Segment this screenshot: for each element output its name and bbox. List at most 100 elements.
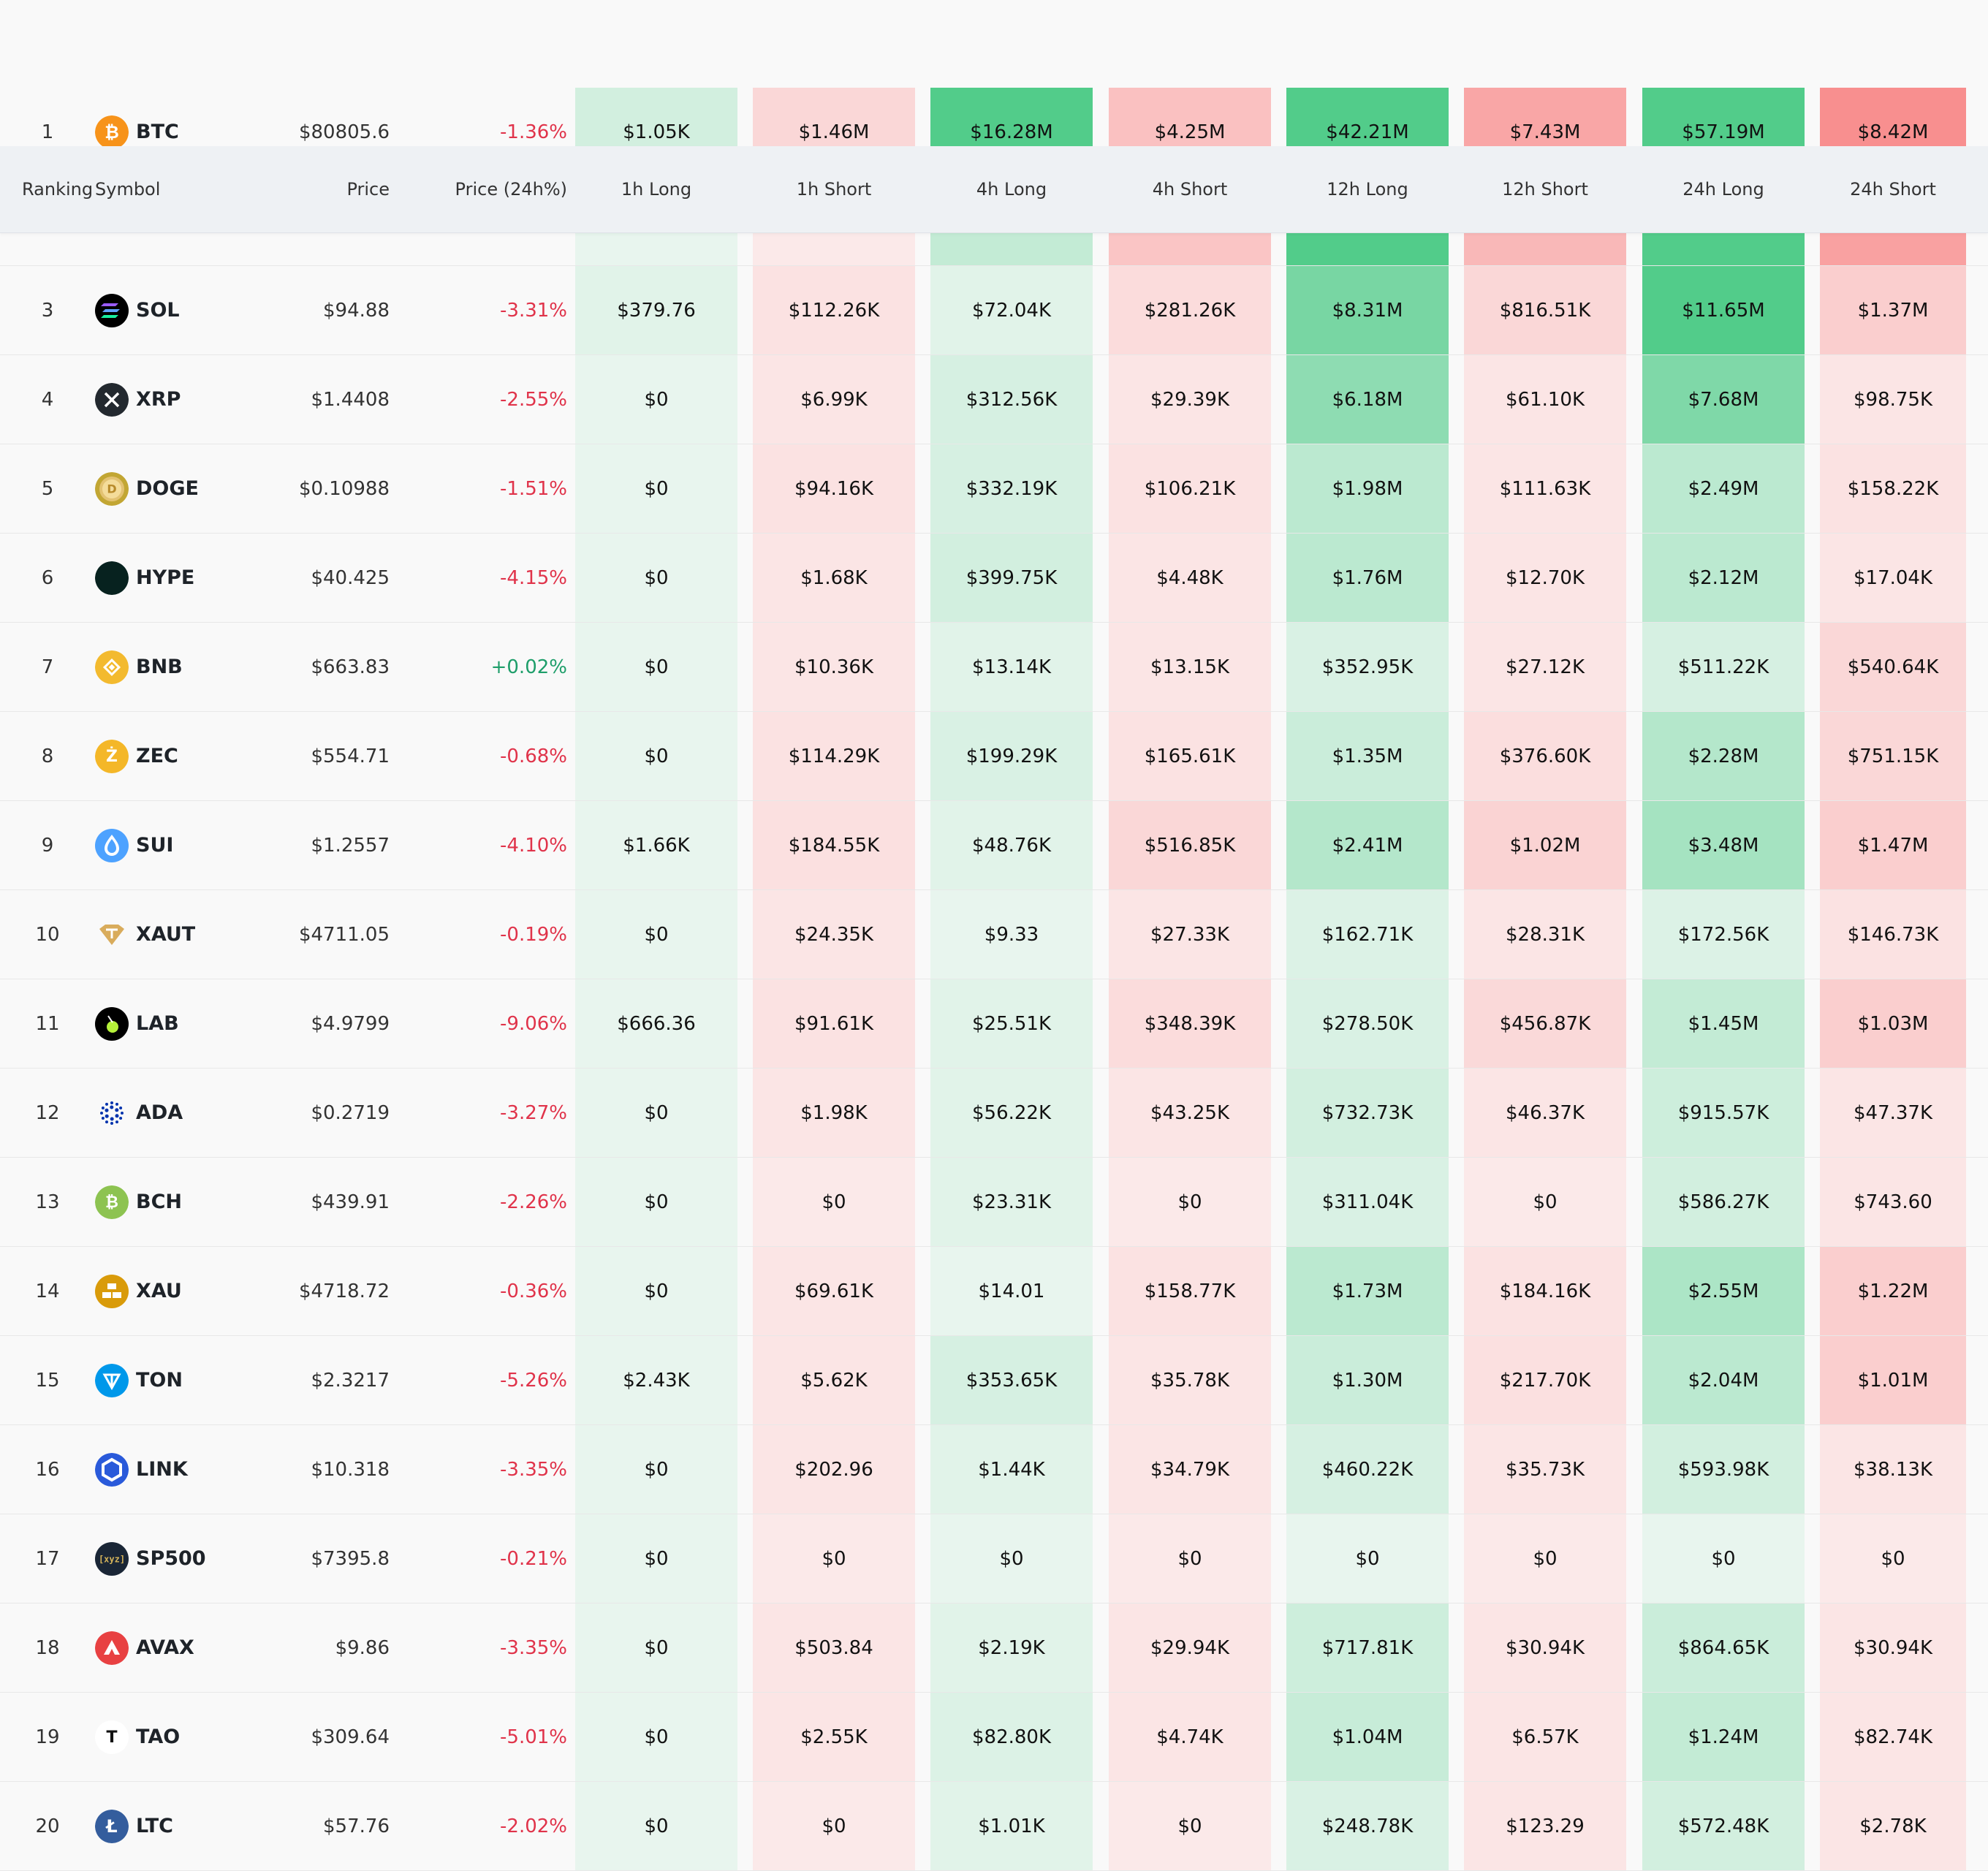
cell-1h-short: $503.84 — [753, 1604, 915, 1692]
header-symbol[interactable]: Symbol — [95, 179, 161, 200]
cell-12h-long: $1.73M — [1286, 1247, 1449, 1335]
table-row[interactable]: $0 $6.99K $312.56K $29.39K $6.18M $61.10K $7.6… — [0, 355, 1988, 444]
svg-text:T: T — [106, 1728, 117, 1747]
table-row[interactable]: $0 $114.29K $199.29K $165.61K $1.35M $376.60K… — [0, 712, 1988, 801]
price: $1.2557 — [311, 834, 390, 857]
svg-text:₿: ₿ — [105, 122, 119, 143]
litecoin-icon: Ł — [95, 1809, 129, 1843]
price-change: -2.26% — [500, 1191, 567, 1213]
header-24h-short[interactable]: 24h Short — [1850, 179, 1936, 200]
svg-text:Ż: Ż — [106, 747, 118, 766]
cell-4h-short: $165.61K — [1109, 712, 1271, 800]
cell-24h-long: $593.98K — [1642, 1425, 1805, 1514]
table-row[interactable]: $0 $0 $1.01K $0 $248.78K $123.29 $572.48K $2.78… — [0, 1782, 1988, 1871]
cell-1h-short: $184.55K — [753, 801, 915, 889]
table-row[interactable]: $0 $24.35K $9.33 $27.33K $162.71K $28.31K $172… — [0, 890, 1988, 979]
symbol-cell[interactable]: ₿ BTC — [95, 88, 263, 176]
price: $1.4408 — [311, 388, 390, 411]
table-row[interactable]: $0 $1.68K $399.75K $4.48K $1.76M $12.70K $2.12… — [0, 534, 1988, 623]
symbol-cell[interactable]: SOL — [95, 266, 263, 354]
rank: 11 — [35, 1012, 60, 1035]
cell-12h-short: $0 — [1464, 1514, 1626, 1603]
header-1h-short[interactable]: 1h Short — [796, 179, 872, 200]
cell-1h-short: $1.68K — [753, 534, 915, 622]
table-row[interactable]: $666.36 $91.61K $25.51K $348.39K $278.50K $45… — [0, 979, 1988, 1069]
symbol-cell[interactable]: Ł LTC — [95, 1782, 263, 1870]
header-price-change[interactable]: Price (24h%) — [455, 179, 567, 200]
symbol-label: AVAX — [136, 1636, 194, 1659]
table-row[interactable]: $0 $94.16K $332.19K $106.21K $1.98M $111.63K $… — [0, 444, 1988, 534]
table-row[interactable]: $0 $2.55K $82.80K $4.74K $1.04M $6.57K $1.24M $… — [0, 1693, 1988, 1782]
table-row[interactable]: $0 $202.96 $1.44K $34.79K $460.22K $35.73K $59… — [0, 1425, 1988, 1514]
header-12h-long[interactable]: 12h Long — [1327, 179, 1408, 200]
symbol-cell[interactable]: SUI — [95, 801, 263, 889]
table-row[interactable]: $0 $10.36K $13.14K $13.15K $352.95K $27.12K $5… — [0, 623, 1988, 712]
header-12h-short[interactable]: 12h Short — [1502, 179, 1588, 200]
cell-1h-short: $114.29K — [753, 712, 915, 800]
table-row[interactable]: $0 $0 $23.31K $0 $311.04K $0 $586.27K $743.60 13… — [0, 1158, 1988, 1247]
symbol-cell[interactable]: ₿ BCH — [95, 1158, 263, 1246]
rank: 3 — [41, 299, 54, 322]
price: $40.425 — [311, 566, 390, 589]
cell-1h-long: $0 — [575, 355, 737, 444]
table-row[interactable]: $1.05K $1.46M $16.28M $4.25M $42.21M $7.43M $5… — [0, 88, 1988, 177]
cell-4h-long: $399.75K — [930, 534, 1093, 622]
cell-1h-long: $0 — [575, 890, 737, 979]
cell-24h-short: $158.22K — [1820, 444, 1966, 533]
cell-1h-short: $2.55K — [753, 1693, 915, 1781]
rank: 12 — [35, 1101, 60, 1124]
symbol-cell[interactable]: Ż ZEC — [95, 712, 263, 800]
price: $309.64 — [311, 1726, 390, 1748]
header-4h-long[interactable]: 4h Long — [976, 179, 1047, 200]
symbol-cell[interactable]: TON — [95, 1336, 263, 1424]
price: $80805.6 — [298, 121, 390, 143]
price-change: -0.19% — [500, 923, 567, 946]
symbol-cell[interactable]: D DOGE — [95, 444, 263, 533]
table-row[interactable]: $1.66K $184.55K $48.76K $516.85K $2.41M $1.02… — [0, 801, 1988, 890]
cell-12h-short: $12.70K — [1464, 534, 1626, 622]
cell-24h-short: $38.13K — [1820, 1425, 1966, 1514]
symbol-cell[interactable]: BNB — [95, 623, 263, 711]
symbol-cell[interactable]: [xyz] SP500 — [95, 1514, 263, 1603]
header-4h-short[interactable]: 4h Short — [1152, 179, 1228, 200]
table-row[interactable]: $0 $503.84 $2.19K $29.94K $717.81K $30.94K $86… — [0, 1604, 1988, 1693]
cell-1h-short: $202.96 — [753, 1425, 915, 1514]
table-row[interactable]: $379.76 $112.26K $72.04K $281.26K $8.31M $816… — [0, 266, 1988, 355]
cell-4h-long: $2.19K — [930, 1604, 1093, 1692]
cell-1h-short: $0 — [753, 1782, 915, 1870]
cell-4h-short: $29.94K — [1109, 1604, 1271, 1692]
cell-12h-long: $732.73K — [1286, 1069, 1449, 1157]
symbol-label: SP500 — [136, 1547, 206, 1570]
header-1h-long[interactable]: 1h Long — [621, 179, 692, 200]
cell-12h-short: $816.51K — [1464, 266, 1626, 354]
symbol-cell[interactable]: LAB — [95, 979, 263, 1068]
symbol-cell[interactable]: HYPE — [95, 534, 263, 622]
bnb-icon — [95, 650, 129, 684]
table-row[interactable]: $0 $69.61K $14.01 $158.77K $1.73M $184.16K $2.… — [0, 1247, 1988, 1336]
header-price[interactable]: Price — [346, 179, 390, 200]
cell-12h-short: $111.63K — [1464, 444, 1626, 533]
table-row[interactable]: $2.43K $5.62K $353.65K $35.78K $1.30M $217.70… — [0, 1336, 1988, 1425]
sui-icon — [95, 828, 129, 862]
table-row[interactable]: $0 $0 $0 $0 $0 $0 $0 $0 17 [xyz] SP500 $7395.8 -0.21… — [0, 1514, 1988, 1604]
symbol-cell[interactable]: XAU — [95, 1247, 263, 1335]
price: $4711.05 — [298, 923, 390, 946]
cell-1h-short: $6.99K — [753, 355, 915, 444]
symbol-cell[interactable]: T TAO — [95, 1693, 263, 1781]
cell-12h-short: $6.57K — [1464, 1693, 1626, 1781]
symbol-cell[interactable]: XRP — [95, 355, 263, 444]
header-24h-long[interactable]: 24h Long — [1682, 179, 1764, 200]
table-row[interactable]: $0 $1.98K $56.22K $43.25K $732.73K $46.37K $91… — [0, 1069, 1988, 1158]
header-ranking[interactable]: Ranking — [22, 179, 94, 200]
rank: 16 — [35, 1458, 60, 1481]
symbol-cell[interactable]: AVAX — [95, 1604, 263, 1692]
cell-12h-short: $217.70K — [1464, 1336, 1626, 1424]
symbol-cell[interactable]: ADA — [95, 1069, 263, 1157]
svg-text:D: D — [107, 482, 116, 496]
symbol-label: BNB — [136, 656, 183, 678]
cell-4h-short: $4.74K — [1109, 1693, 1271, 1781]
symbol-cell[interactable]: XAUT — [95, 890, 263, 979]
symbol-cell[interactable]: LINK — [95, 1425, 263, 1514]
cell-1h-short: $69.61K — [753, 1247, 915, 1335]
